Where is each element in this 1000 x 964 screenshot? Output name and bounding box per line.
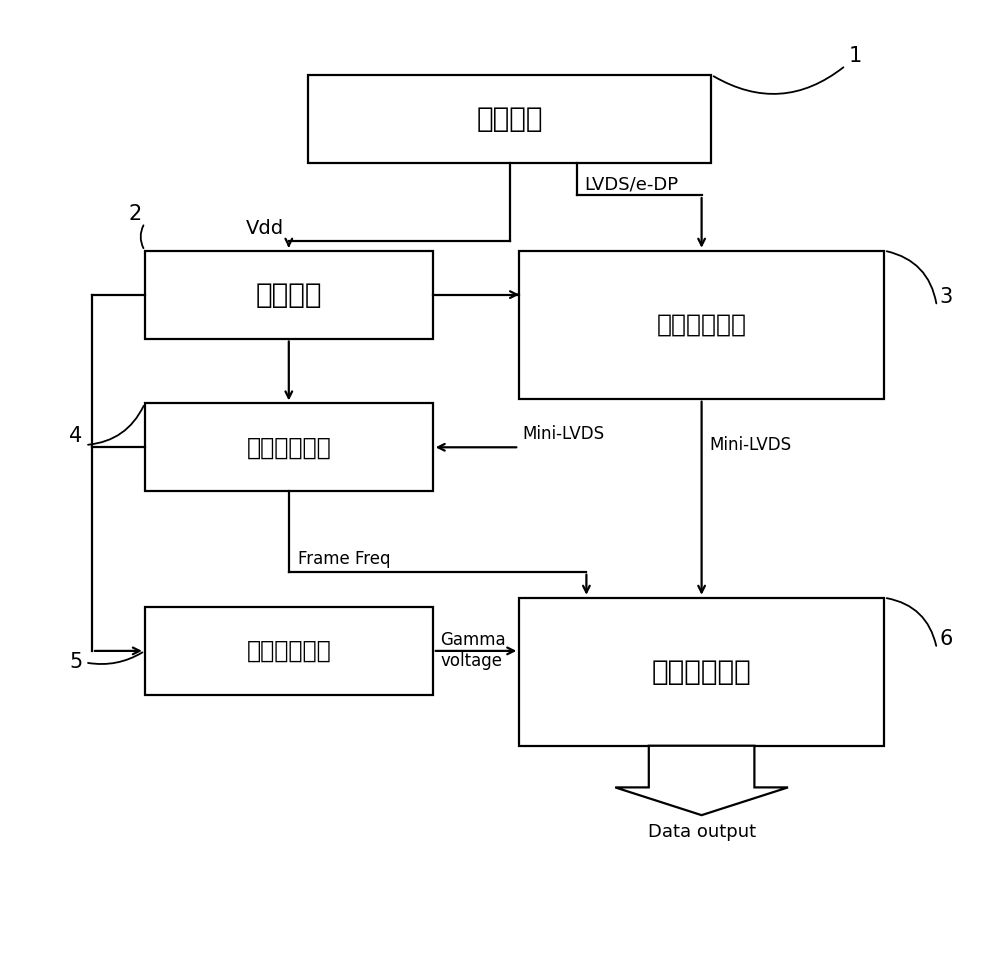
Text: Vdd: Vdd — [246, 219, 284, 238]
Text: 电源模块: 电源模块 — [256, 281, 322, 308]
Text: LVDS/e-DP: LVDS/e-DP — [584, 175, 679, 193]
Text: Gamma
voltage: Gamma voltage — [440, 631, 506, 670]
Text: Data output: Data output — [648, 822, 756, 841]
Text: 6: 6 — [940, 629, 953, 650]
Text: 帧频判定模块: 帧频判定模块 — [246, 436, 331, 459]
Text: 时序控制模块: 时序控制模块 — [657, 312, 747, 336]
FancyBboxPatch shape — [145, 403, 433, 492]
Text: Mini-LVDS: Mini-LVDS — [709, 436, 791, 454]
Text: 4: 4 — [69, 426, 82, 445]
Text: 1: 1 — [849, 46, 862, 67]
Text: Mini-LVDS: Mini-LVDS — [522, 425, 604, 442]
Text: Frame Freq: Frame Freq — [298, 550, 391, 568]
FancyBboxPatch shape — [519, 598, 884, 746]
FancyBboxPatch shape — [145, 251, 433, 338]
Polygon shape — [615, 746, 788, 816]
FancyBboxPatch shape — [308, 75, 711, 163]
Text: 2: 2 — [129, 203, 142, 224]
Text: 5: 5 — [69, 653, 82, 673]
Text: 3: 3 — [940, 287, 953, 307]
Text: 源极驱动模块: 源极驱动模块 — [652, 657, 751, 685]
Text: 接口模块: 接口模块 — [476, 105, 543, 133]
FancyBboxPatch shape — [145, 607, 433, 695]
FancyBboxPatch shape — [519, 251, 884, 399]
Text: 伽马电压模块: 伽马电压模块 — [246, 639, 331, 663]
